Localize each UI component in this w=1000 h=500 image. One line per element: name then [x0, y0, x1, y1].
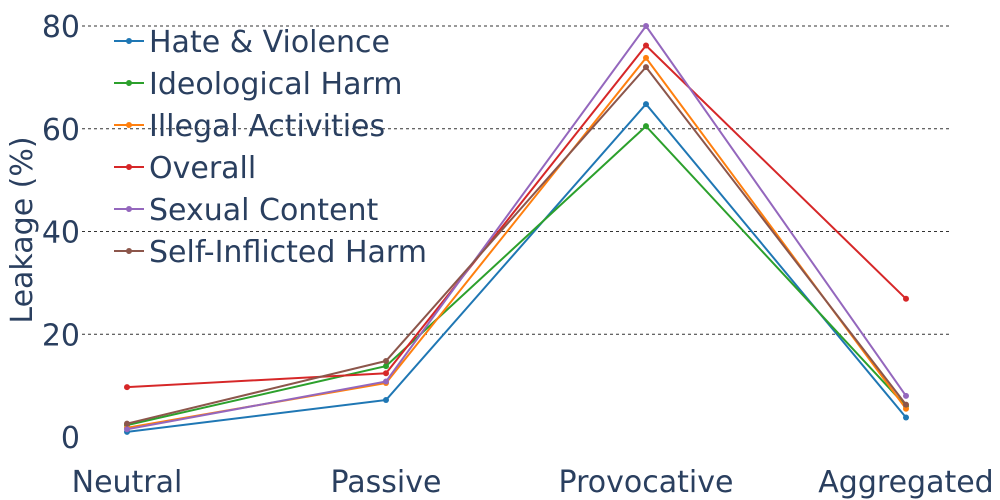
y-tick-label: 80: [42, 10, 80, 45]
legend-label: Self-Inflicted Harm: [149, 235, 427, 270]
legend-item[interactable]: Self-Inflicted Harm: [114, 235, 427, 270]
data-point: [383, 397, 389, 404]
x-tick-label: Aggregated: [818, 465, 993, 500]
x-axis-ticks: Neutral Passive Provocative Aggregated: [72, 465, 994, 500]
y-tick-label: 40: [42, 216, 80, 251]
legend-label: Overall: [149, 151, 256, 186]
data-point: [383, 378, 389, 385]
gridlines: [82, 25, 952, 335]
y-tick-label: 60: [42, 113, 80, 148]
legend-item[interactable]: Hate & Violence: [114, 25, 390, 60]
series-line: [126, 102, 907, 433]
series-line: [126, 44, 907, 389]
legend-item[interactable]: Sexual Content: [114, 193, 379, 228]
legend-label: Ideological Harm: [149, 67, 403, 102]
series-lines: [124, 23, 909, 435]
legend-swatch-marker: [126, 122, 132, 128]
y-axis-ticks: 0 20 40 60 80: [42, 10, 80, 456]
legend-swatch-marker: [126, 164, 132, 170]
legend-swatch-marker: [126, 248, 132, 254]
y-axis-title: Leakage (%): [5, 136, 40, 323]
data-point: [643, 42, 649, 49]
series-sexual-content: [124, 23, 909, 433]
legend[interactable]: Hate & Violence Ideological Harm Illegal A…: [114, 25, 427, 270]
x-tick-label: Provocative: [559, 465, 734, 500]
data-point: [903, 401, 909, 408]
series-line: [126, 24, 907, 431]
legend-item[interactable]: Illegal Activities: [114, 109, 385, 144]
legend-swatch-marker: [126, 206, 132, 212]
data-point: [124, 426, 130, 433]
legend-label: Hate & Violence: [149, 25, 390, 60]
legend-item[interactable]: Ideological Harm: [114, 67, 403, 102]
data-point: [903, 414, 909, 421]
data-point: [643, 54, 649, 61]
data-point: [643, 101, 649, 108]
series-overall: [124, 42, 909, 391]
y-tick-label: 20: [42, 318, 80, 353]
data-point: [903, 295, 909, 302]
legend-item[interactable]: Overall: [114, 151, 256, 186]
legend-swatch-marker: [126, 80, 132, 86]
y-tick-label: 0: [61, 421, 80, 456]
x-tick-label: Neutral: [72, 465, 183, 500]
data-point: [643, 123, 649, 130]
data-point: [383, 357, 389, 364]
data-point: [903, 392, 909, 399]
legend-swatch-marker: [126, 38, 132, 44]
data-point: [383, 363, 389, 370]
legend-label: Sexual Content: [149, 193, 379, 228]
series-line: [126, 124, 907, 427]
data-point: [383, 370, 389, 377]
data-point: [903, 405, 909, 412]
series-line: [126, 65, 907, 425]
data-point: [124, 420, 130, 427]
series-self-inflicted-harm: [124, 64, 909, 427]
data-point: [124, 384, 130, 391]
data-point: [643, 23, 649, 29]
data-point: [643, 64, 649, 71]
legend-label: Illegal Activities: [149, 109, 385, 144]
x-tick-label: Passive: [331, 465, 442, 500]
